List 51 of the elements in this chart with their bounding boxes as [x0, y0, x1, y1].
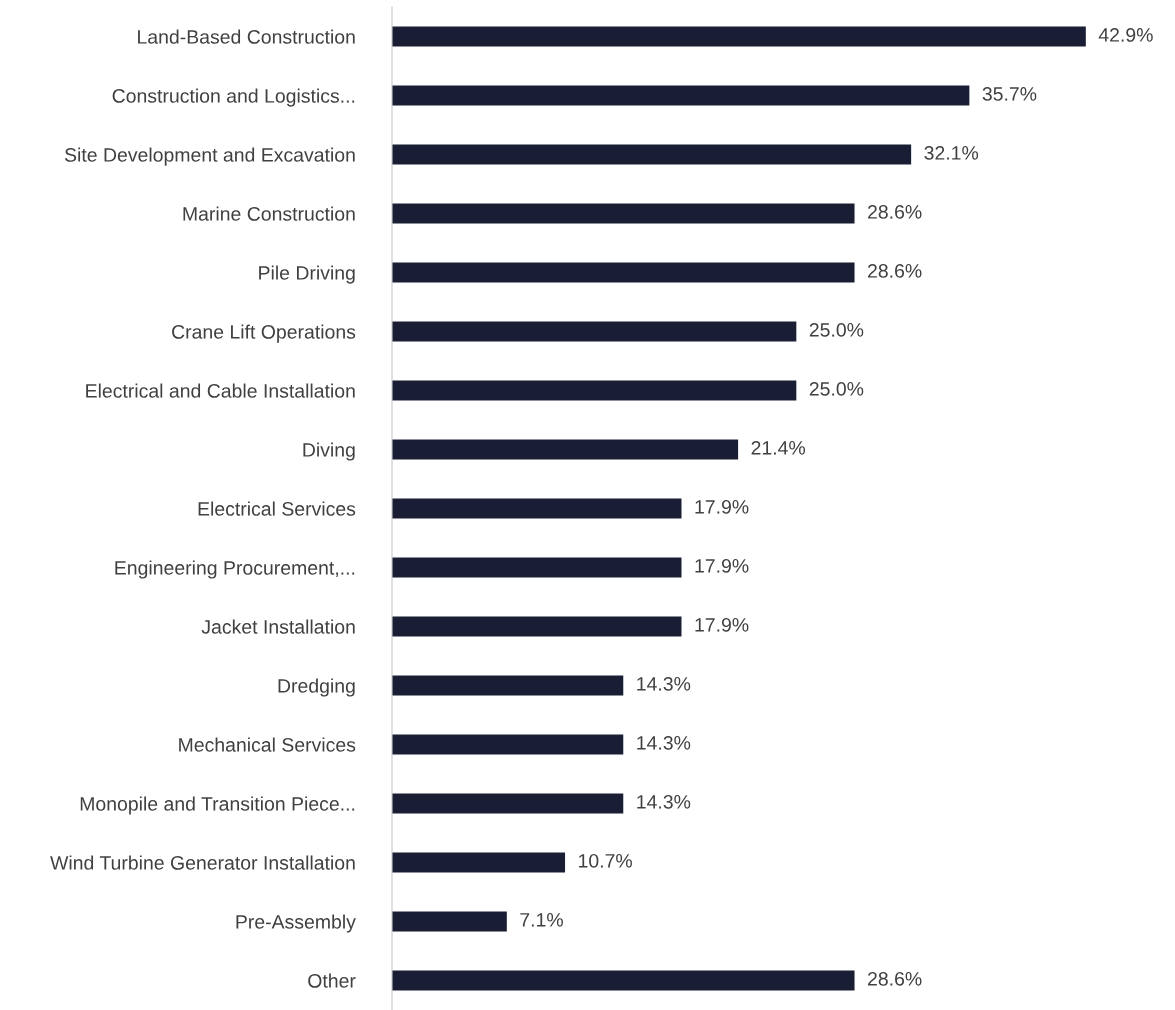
data-label: 14.3%	[637, 676, 691, 691]
data-label: 10.7%	[579, 853, 632, 868]
y-tick-label: Pile Driving	[259, 265, 355, 284]
y-tick-label: Land-Based Construction	[138, 29, 355, 44]
bar	[392, 439, 739, 460]
bar	[392, 85, 970, 106]
bar	[392, 321, 797, 342]
bar	[392, 380, 797, 401]
bar	[392, 675, 624, 696]
y-tick-label: Dredging	[278, 678, 355, 697]
bar	[392, 557, 682, 578]
y-tick-label: Mechanical Services	[179, 737, 356, 752]
bar	[392, 498, 682, 519]
data-label: 17.9%	[695, 499, 749, 514]
data-label: 17.9%	[695, 558, 749, 573]
bar	[392, 144, 912, 165]
y-tick-label: Marine Construction	[183, 206, 355, 221]
data-label: 7.1%	[520, 913, 563, 927]
data-label: 25.0%	[809, 323, 864, 337]
y-tick-label: Electrical Services	[198, 501, 356, 516]
data-label: 21.4%	[751, 440, 806, 455]
data-label: 28.6%	[868, 264, 922, 278]
data-label: 32.1%	[924, 146, 979, 160]
y-tick-label: Electrical and Cable Installation	[86, 383, 355, 398]
y-tick-label: Crane Lift Operations	[172, 324, 356, 343]
y-tick-label: Diving	[303, 442, 355, 461]
bar	[392, 970, 855, 991]
y-tick-label: Other	[308, 973, 356, 988]
data-label: 28.6%	[868, 971, 922, 986]
y-tick-label: Construction and Logistics...	[112, 88, 355, 107]
bar	[392, 26, 1086, 47]
bar	[392, 852, 566, 873]
data-label: 17.9%	[695, 617, 749, 632]
bar	[392, 262, 855, 283]
data-label: 35.7%	[982, 87, 1037, 101]
bar	[392, 911, 507, 932]
y-tick-label: Pre-Assembly	[236, 914, 356, 933]
y-tick-label: Wind Turbine Generator Installation	[50, 855, 355, 870]
y-tick-label: Engineering Procurement,...	[115, 560, 355, 579]
y-tick-label: Monopile and Transition Piece...	[80, 796, 355, 815]
data-label: 25.0%	[809, 381, 864, 396]
y-tick-label: Site Development and Excavation	[64, 147, 355, 166]
bar	[392, 203, 855, 224]
y-tick-label: Jacket Installation	[201, 619, 355, 634]
bar	[392, 793, 624, 814]
data-label: 14.3%	[637, 735, 691, 750]
data-label: 28.6%	[868, 205, 922, 219]
bar	[392, 734, 624, 755]
bar	[392, 616, 682, 637]
data-label: 14.3%	[637, 794, 691, 809]
data-label: 42.9%	[1098, 28, 1153, 42]
